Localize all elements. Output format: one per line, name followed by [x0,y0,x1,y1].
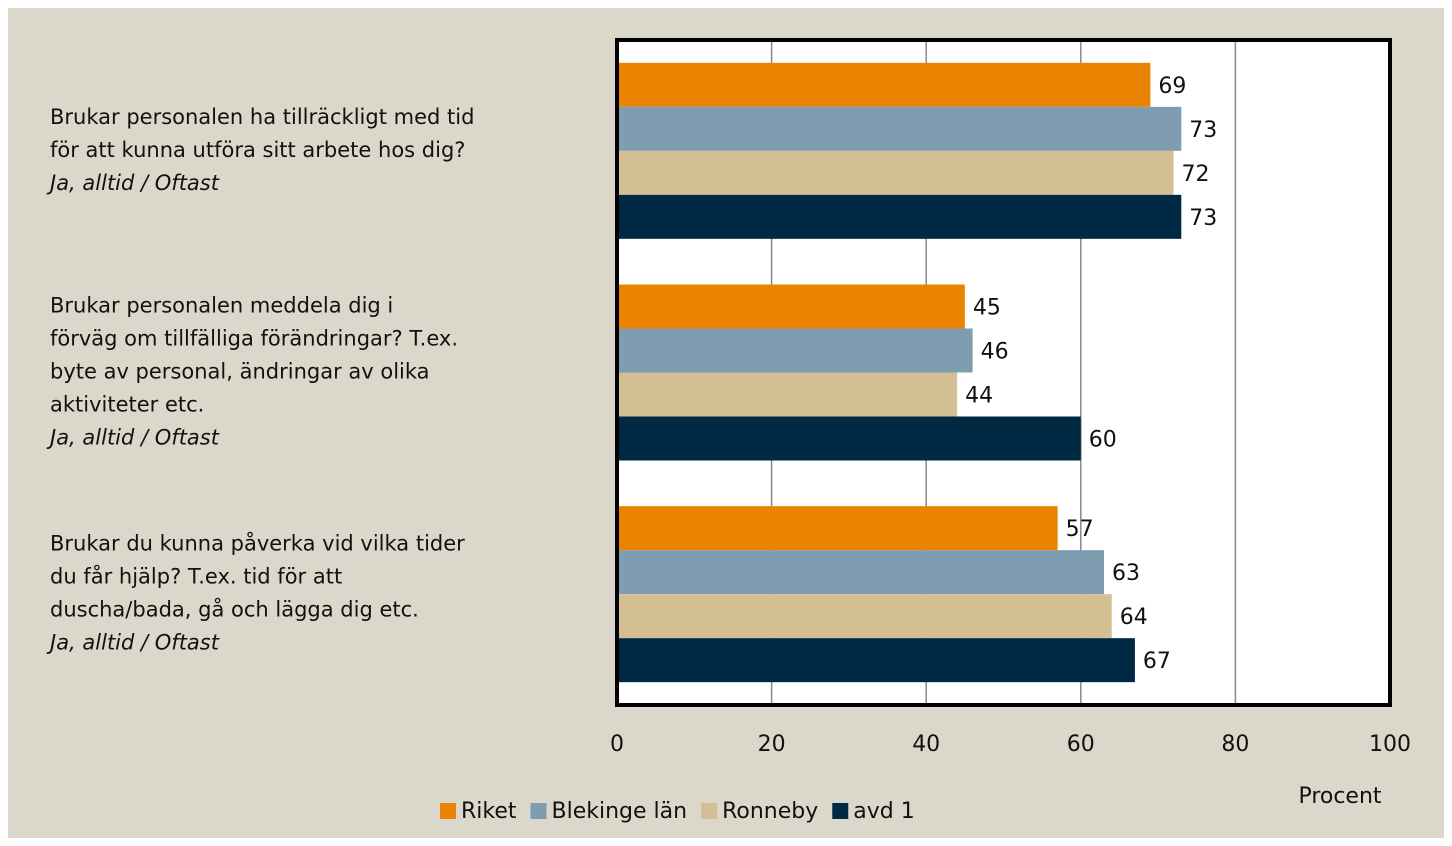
value-label: 46 [981,340,1009,365]
bar [617,106,1182,151]
bar [617,328,973,373]
value-label: 64 [1120,605,1148,630]
legend-swatch [832,803,849,819]
category-label: du får hjälp? T.ex. tid för att [50,564,342,589]
category-label: Brukar du kunna påverka vid vilka tider [50,531,465,556]
category-label: aktiviteter etc. [50,393,204,417]
x-axis-label: Procent [1298,784,1381,809]
bar [617,62,1151,107]
category-label: Ja, alltid / Oftast [46,426,220,450]
bar [617,594,1112,639]
x-tick-label: 80 [1221,732,1249,757]
bar [617,550,1104,595]
bar [617,416,1081,461]
legend-swatch [440,803,456,819]
value-label: 72 [1182,162,1210,187]
legend-label: avd 1 [853,799,914,824]
category-label: Ja, alltid / Oftast [46,631,220,655]
x-tick-label: 40 [912,732,940,757]
category-label: för att kunna utföra sitt arbete hos dig… [50,138,465,162]
value-label: 73 [1189,118,1217,143]
bar [617,150,1174,195]
value-label: 63 [1112,561,1140,586]
value-label: 73 [1189,206,1217,231]
x-tick-label: 60 [1067,732,1095,757]
legend-label: Ronneby [722,799,818,824]
plot-border [615,38,1392,707]
legend-swatch [701,803,718,819]
value-label: 44 [965,384,993,409]
legend-label: Blekinge län [552,799,688,824]
value-label: 60 [1089,428,1117,453]
bar [617,638,1135,683]
x-tick-label: 20 [758,732,786,757]
legend-swatch [530,803,547,819]
x-tick-label: 100 [1369,732,1411,757]
category-label: Ja, alltid / Oftast [46,171,220,195]
bar [617,194,1182,239]
value-label: 57 [1066,517,1094,542]
x-tick-label: 0 [610,732,624,757]
value-label: 67 [1143,649,1171,674]
legend-label: Riket [461,799,517,824]
bar [617,372,958,417]
category-label: Brukar personalen ha tillräckligt med ti… [50,105,474,129]
category-label: duscha/bada, gå och lägga dig etc. [50,597,419,622]
value-label: 69 [1158,74,1186,99]
value-label: 45 [973,296,1001,321]
category-label: Brukar personalen meddela dig i [50,294,393,318]
category-label: förväg om tillfälliga förändringar? T.ex… [50,327,458,351]
bar [617,284,965,329]
bar [617,506,1058,551]
category-label: byte av personal, ändringar av olika [50,360,430,384]
